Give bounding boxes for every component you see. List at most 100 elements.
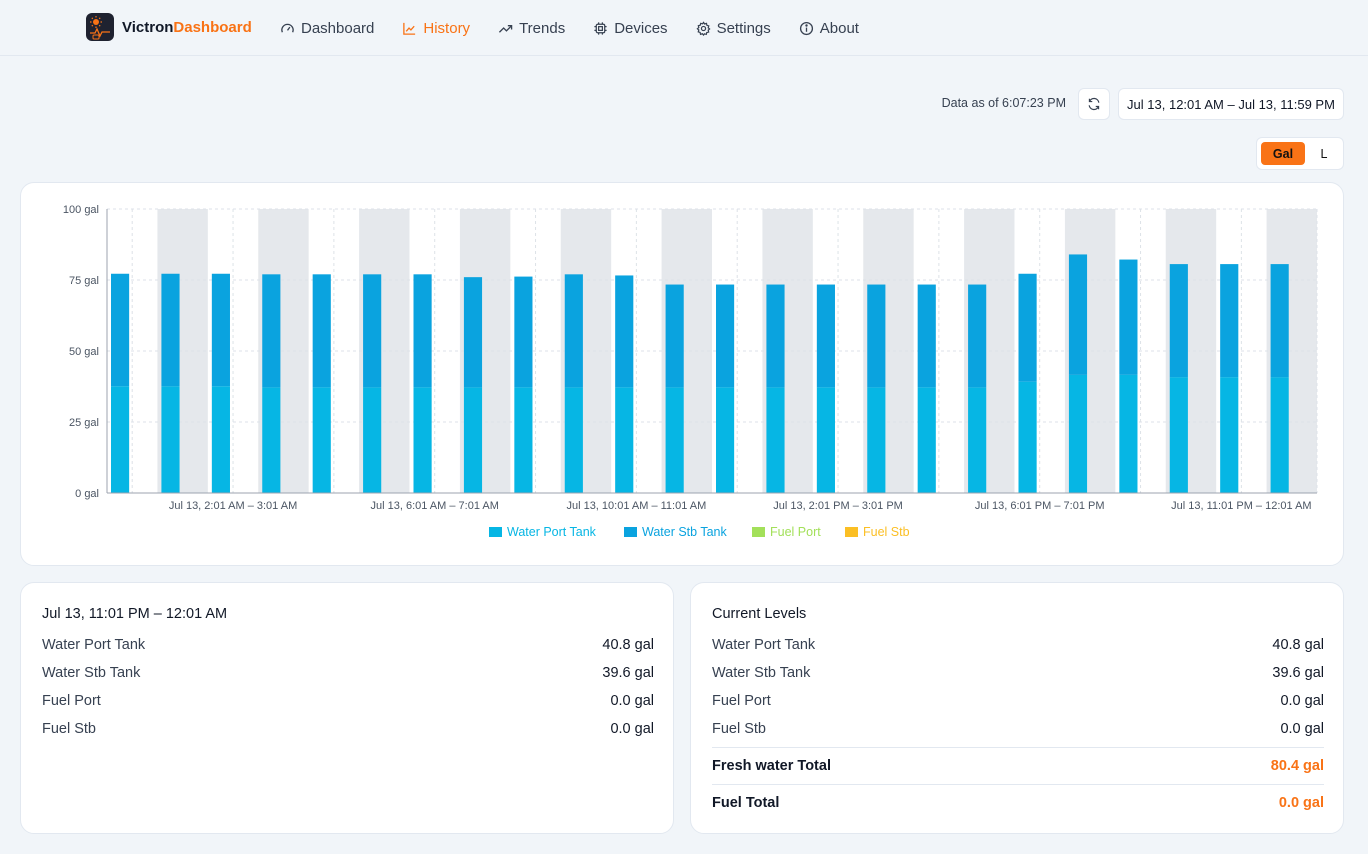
current-levels-panel: Current Levels Water Port Tank 40.8 gal … [690, 582, 1344, 834]
bar-water-stb-tank [363, 274, 382, 388]
legend-label: Fuel Port [770, 525, 821, 539]
refresh-button[interactable] [1078, 88, 1110, 120]
bar-water-stb-tank [262, 274, 281, 388]
bar-water-stb-tank [564, 274, 583, 388]
list-item: Fuel Stb 0.0 gal [712, 719, 1324, 739]
date-range-picker[interactable]: Jul 13, 12:01 AM – Jul 13, 11:59 PM [1118, 88, 1344, 120]
data-timestamp: Data as of 6:07:23 PM [941, 96, 1066, 110]
row-value: 0.0 gal [610, 721, 654, 737]
row-value: 0.0 gal [610, 693, 654, 709]
bar-water-stb-tank [1220, 264, 1239, 378]
row-value: 40.8 gal [602, 637, 654, 653]
legend-label: Water Stb Tank [642, 525, 728, 539]
bar-water-stb-tank [111, 273, 130, 387]
row-value: 0.0 gal [1280, 693, 1324, 709]
bar-water-stb-tank [615, 275, 634, 388]
y-tick-label: 50 gal [69, 346, 99, 358]
nav-label-history: History [423, 19, 471, 37]
bar-water-stb-tank [766, 284, 785, 388]
bar-water-stb-tank [312, 274, 331, 388]
bar-water-stb-tank [514, 276, 533, 388]
unit-l-button[interactable]: L [1320, 146, 1328, 161]
legend-label: Water Port Tank [507, 525, 597, 539]
row-label: Fuel Stb [712, 721, 766, 737]
bar-water-port-tank [564, 387, 583, 493]
bar-water-port-tank [968, 387, 987, 493]
app-name: VictronDashboard [122, 19, 252, 36]
nav-item-about[interactable]: About [799, 20, 859, 37]
bar-water-stb-tank [816, 284, 835, 388]
nav-item-trends[interactable]: Trends [498, 20, 565, 37]
x-tick-label: Jul 13, 2:01 AM – 3:01 AM [169, 500, 297, 512]
bar-water-port-tank [1068, 374, 1088, 493]
legend-swatch [624, 527, 637, 537]
nav-label-devices: Devices [614, 19, 668, 37]
y-tick-label: 0 gal [75, 488, 99, 500]
refresh-icon [1088, 97, 1100, 111]
legend-label: Fuel Stb [863, 525, 910, 539]
trending-up-icon [499, 24, 513, 33]
row-value: 40.8 gal [1272, 637, 1324, 653]
unit-toggle: Gal L [1256, 137, 1344, 170]
divider [712, 784, 1324, 785]
bar-water-port-tank [211, 386, 230, 493]
nav-item-dashboard[interactable]: Dashboard [280, 20, 374, 37]
bar-water-port-tank [262, 387, 281, 493]
nav-item-settings[interactable]: Settings [696, 20, 771, 37]
row-label: Water Stb Tank [712, 665, 811, 681]
bar-water-port-tank [514, 387, 533, 493]
y-tick-label: 75 gal [69, 275, 99, 287]
bar-water-port-tank [665, 387, 684, 493]
info-icon [799, 21, 813, 35]
list-item: Fuel Stb 0.0 gal [42, 719, 654, 739]
gauge-icon [281, 23, 294, 33]
legend-swatch [752, 527, 765, 537]
history-chart-card: 0 gal 25 gal 50 gal 75 gal 100 gal Jul 13, 2… [20, 182, 1344, 566]
tank-history-chart[interactable]: 0 gal 25 gal 50 gal 75 gal 100 gal Jul 13, 2… [21, 183, 1345, 567]
bar-water-stb-tank [463, 277, 483, 388]
x-tick-label: Jul 13, 6:01 PM – 7:01 PM [975, 500, 1105, 512]
list-item: Water Stb Tank 39.6 gal [42, 663, 654, 683]
bar-water-stb-tank [161, 273, 180, 387]
selected-interval-panel: Jul 13, 11:01 PM – 12:01 AM Water Port T… [20, 582, 674, 834]
main-nav: Dashboard History Trends Devices Setting… [280, 0, 887, 56]
row-label: Water Port Tank [42, 637, 146, 653]
bar-water-port-tank [1220, 377, 1239, 493]
cpu-icon [594, 21, 607, 35]
row-label: Fuel Port [42, 693, 101, 709]
gear-icon [696, 20, 711, 36]
bar-water-stb-tank [1270, 264, 1289, 378]
bar-water-stb-tank [917, 284, 936, 388]
nav-label-trends: Trends [519, 19, 566, 37]
bar-water-port-tank [312, 387, 331, 493]
list-item: Water Port Tank 40.8 gal [42, 635, 654, 655]
x-tick-label: Jul 13, 6:01 AM – 7:01 AM [370, 500, 498, 512]
unit-gal-button[interactable]: Gal [1261, 142, 1305, 165]
y-tick-label: 100 gal [63, 204, 99, 216]
row-value: 80.4 gal [1270, 758, 1324, 774]
bar-water-port-tank [766, 387, 785, 493]
app-logo[interactable]: VictronDashboard [86, 13, 252, 41]
bar-water-port-tank [1018, 381, 1037, 493]
bar-water-stb-tank [211, 273, 230, 387]
nav-item-history[interactable]: History [402, 20, 470, 37]
nav-item-devices[interactable]: Devices [593, 19, 668, 37]
fresh-water-total-row: Fresh water Total 80.4 gal [712, 756, 1324, 776]
divider [712, 747, 1324, 748]
app-name-primary: Victron [122, 18, 174, 36]
list-item: Water Stb Tank 39.6 gal [712, 663, 1324, 683]
row-label: Fuel Port [712, 693, 771, 709]
bar-water-port-tank [716, 387, 735, 493]
bar-water-port-tank [1169, 377, 1188, 493]
chart-line-icon [403, 22, 416, 35]
bar-water-stb-tank [1068, 254, 1088, 375]
list-item: Fuel Port 0.0 gal [712, 691, 1324, 711]
row-label: Water Port Tank [712, 637, 816, 653]
nav-label-settings: Settings [716, 19, 771, 37]
bar-water-port-tank [463, 387, 483, 493]
bar-water-port-tank [413, 387, 432, 493]
bar-water-stb-tank [1169, 264, 1188, 378]
x-tick-label: Jul 13, 11:01 PM – 12:01 AM [1171, 500, 1311, 512]
nav-label-about: About [819, 19, 859, 37]
row-value: 39.6 gal [602, 665, 654, 681]
